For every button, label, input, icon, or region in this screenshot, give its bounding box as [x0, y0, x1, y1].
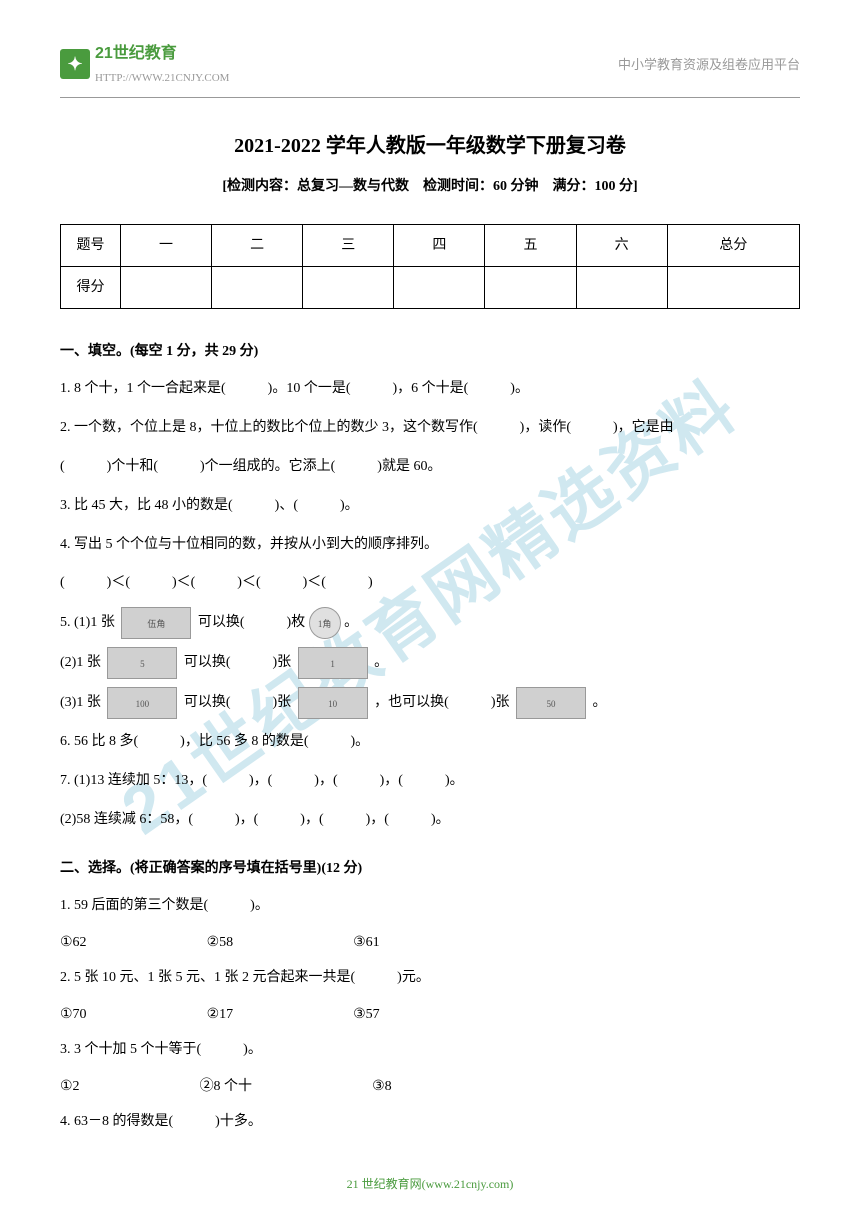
choice: ①2 [60, 1074, 80, 1099]
score-table: 题号 一 二 三 四 五 六 总分 得分 [60, 224, 800, 309]
question-text: (2)1 张 [60, 655, 101, 670]
logo-text: 21世纪教育 [95, 40, 229, 69]
table-cell [212, 266, 303, 308]
question: 3. 比 45 大，比 48 小的数是( )、( )。 [60, 491, 800, 522]
table-cell [576, 266, 667, 308]
page-footer: 21 世纪教育网(www.21cnjy.com) [347, 1174, 514, 1196]
question-text: 可以换( )枚 [198, 615, 305, 630]
question-text: 可以换( )张 [184, 655, 291, 670]
choice: ①70 [60, 1002, 87, 1027]
choices: ①2 ②8 个十 ③8 [60, 1074, 800, 1099]
header-right-text: 中小学教育资源及组卷应用平台 [618, 53, 800, 76]
document-subtitle: [检测内容：总复习—数与代数 检测时间：60 分钟 满分：100 分] [60, 174, 800, 199]
question: ( )个十和( )个一组成的。它添上( )就是 60。 [60, 452, 800, 483]
section-title: 一、填空。(每空 1 分，共 29 分) [60, 339, 800, 364]
table-cell: 题号 [61, 224, 121, 266]
question-text: 。 [592, 695, 606, 710]
section-title: 二、选择。(将正确答案的序号填在括号里)(12 分) [60, 856, 800, 881]
choice: ②58 [207, 930, 234, 955]
table-cell: 得分 [61, 266, 121, 308]
table-cell: 五 [485, 224, 576, 266]
choice: ③57 [353, 1002, 380, 1027]
question: 5. (1)1 张 伍角 可以换( )枚 1角 。 [60, 607, 800, 639]
question: 4. 写出 5 个个位与十位相同的数，并按从小到大的顺序排列。 [60, 530, 800, 561]
money-image-wushiyuan: 50 [516, 687, 586, 719]
question-text: 。 [344, 615, 358, 630]
table-cell: 三 [303, 224, 394, 266]
question: 7. (1)13 连续加 5：13，( )，( )，( )，( )。 [60, 766, 800, 797]
question: 6. 56 比 8 多( )，比 56 多 8 的数是( )。 [60, 727, 800, 758]
question: (2)1 张 5 可以换( )张 1 。 [60, 647, 800, 679]
choice: ②17 [207, 1002, 234, 1027]
logo: ✦ 21世纪教育 HTTP://WWW.21CNJY.COM [60, 40, 229, 89]
logo-icon: ✦ [60, 49, 90, 79]
table-cell: 总分 [667, 224, 799, 266]
coin-image-yijiao: 1角 [309, 607, 341, 639]
choice: ③8 [372, 1074, 392, 1099]
question: 4. 63－8 的得数是( )十多。 [60, 1107, 800, 1138]
question-text: 。 [374, 655, 388, 670]
question-text: 可以换( )张 [184, 695, 291, 710]
table-cell [485, 266, 576, 308]
table-cell [121, 266, 212, 308]
table-cell: 六 [576, 224, 667, 266]
question: ( )＜( )＜( )＜( )＜( ) [60, 568, 800, 599]
page-header: ✦ 21世纪教育 HTTP://WWW.21CNJY.COM 中小学教育资源及组… [60, 40, 800, 98]
question-text: 5. (1)1 张 [60, 615, 115, 630]
money-image-wujiao: 伍角 [121, 607, 191, 639]
question: 1. 59 后面的第三个数是( )。 [60, 891, 800, 922]
money-image-shiyuan: 10 [298, 687, 368, 719]
table-row: 得分 [61, 266, 800, 308]
choices: ①70 ②17 ③57 [60, 1002, 800, 1027]
question: (2)58 连续减 6：58，( )，( )，( )，( )。 [60, 805, 800, 836]
choices: ①62 ②58 ③61 [60, 930, 800, 955]
table-cell [667, 266, 799, 308]
question: 1. 8 个十，1 个一合起来是( )。10 个一是( )，6 个十是( )。 [60, 374, 800, 405]
page-content: ✦ 21世纪教育 HTTP://WWW.21CNJY.COM 中小学教育资源及组… [60, 40, 800, 1138]
question: 2. 5 张 10 元、1 张 5 元、1 张 2 元合起来一共是( )元。 [60, 963, 800, 994]
table-row: 题号 一 二 三 四 五 六 总分 [61, 224, 800, 266]
choice: ③61 [353, 930, 380, 955]
document-title: 2021-2022 学年人教版一年级数学下册复习卷 [60, 128, 800, 164]
question-text: (3)1 张 [60, 695, 101, 710]
money-image-wuyuan: 5 [107, 647, 177, 679]
choice: ②8 个十 [200, 1074, 253, 1099]
question: 3. 3 个十加 5 个十等于( )。 [60, 1035, 800, 1066]
table-cell: 一 [121, 224, 212, 266]
money-image-yiyuan: 1 [298, 647, 368, 679]
logo-url: HTTP://WWW.21CNJY.COM [95, 69, 229, 89]
table-cell [303, 266, 394, 308]
choice: ①62 [60, 930, 87, 955]
question: 2. 一个数，个位上是 8，十位上的数比个位上的数少 3，这个数写作( )，读作… [60, 413, 800, 444]
question-text: ，也可以换( )张 [374, 695, 509, 710]
table-cell: 二 [212, 224, 303, 266]
table-cell: 四 [394, 224, 485, 266]
money-image-baiyuan: 100 [107, 687, 177, 719]
table-cell [394, 266, 485, 308]
question: (3)1 张 100 可以换( )张 10 ，也可以换( )张 50 。 [60, 687, 800, 719]
